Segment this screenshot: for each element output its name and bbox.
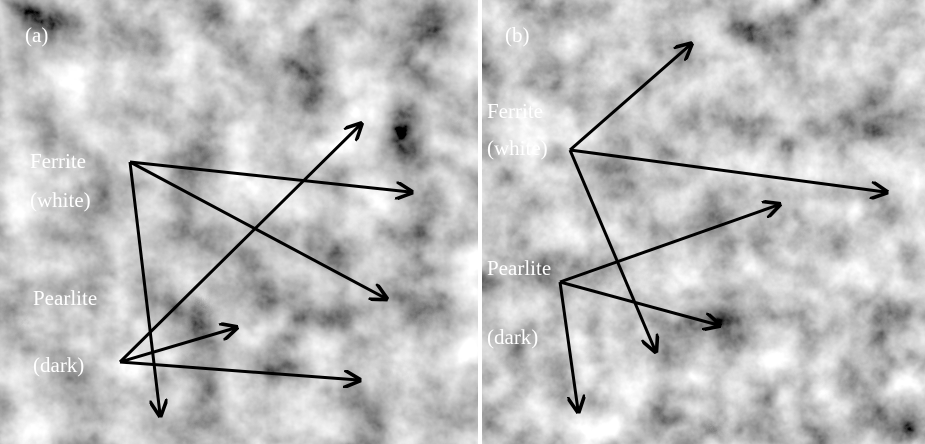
phase-name: Pearlite [33, 286, 97, 310]
phase-description: (white) [30, 188, 91, 212]
figure: (a) Ferrite (white) Pearlite (dark) (b) … [0, 0, 925, 444]
micrograph [0, 0, 478, 444]
phase-name: Ferrite [30, 149, 86, 173]
panel-b: (b) Ferrite (white) Pearlite (dark) [482, 0, 925, 444]
panel-label: (a) [25, 23, 48, 47]
phase-name: Ferrite [487, 99, 543, 123]
panel-label: (b) [505, 23, 530, 47]
phase-description: (dark) [487, 325, 538, 349]
micrograph [482, 0, 925, 444]
phase-description: (white) [487, 136, 548, 160]
phase-name: Pearlite [487, 256, 551, 280]
phase-description: (dark) [33, 353, 84, 377]
panel-a: (a) Ferrite (white) Pearlite (dark) [0, 0, 478, 444]
